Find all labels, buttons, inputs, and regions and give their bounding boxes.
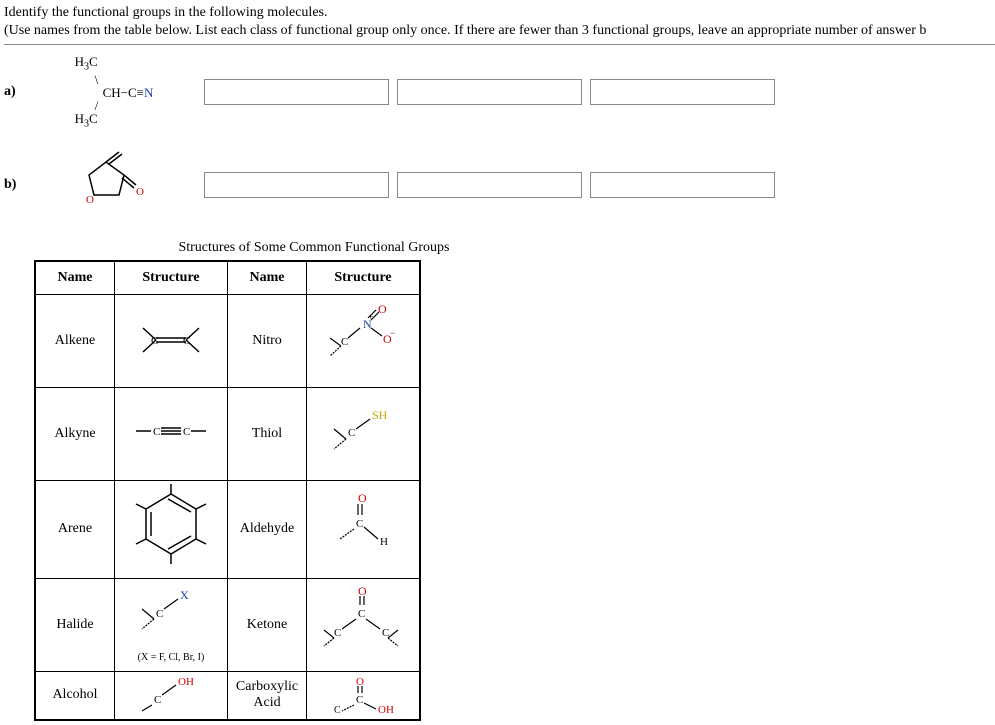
- question-a-label: a): [4, 84, 24, 100]
- divider: [4, 44, 995, 45]
- table-row: Alkene C C Nitro N + O O − C: [35, 294, 420, 387]
- molecule-a: H3C \ CH−C≡N / H3C: [54, 55, 174, 129]
- question-a-inputs: [204, 79, 775, 105]
- struct-aldehyde: C O H: [307, 480, 421, 578]
- struct-arene: [115, 480, 228, 578]
- svg-text:C: C: [334, 627, 341, 639]
- instruction-line2: (Use names from the table below. List ea…: [4, 22, 995, 40]
- cell-aldehyde: Aldehyde: [228, 480, 307, 578]
- svg-text:O: O: [86, 194, 94, 206]
- cell-ketone: Ketone: [228, 578, 307, 671]
- svg-text:C: C: [183, 335, 190, 347]
- svg-text:O: O: [356, 676, 364, 688]
- svg-text:O: O: [378, 302, 387, 316]
- header-name2: Name: [228, 261, 307, 295]
- qb-input-1[interactable]: [204, 172, 389, 198]
- struct-alkyne: C C: [115, 387, 228, 480]
- instructions: Identify the functional groups in the fo…: [4, 4, 995, 40]
- svg-text:C: C: [151, 335, 158, 347]
- svg-text:O: O: [358, 491, 367, 505]
- svg-text:C: C: [348, 427, 355, 439]
- svg-text:H: H: [380, 536, 388, 548]
- svg-text:C: C: [156, 608, 163, 620]
- svg-text:C: C: [183, 426, 190, 438]
- table-caption: Structures of Some Common Functional Gro…: [34, 240, 594, 256]
- header-struct2: Structure: [307, 261, 421, 295]
- qa-input-1[interactable]: [204, 79, 389, 105]
- struct-alkene: C C: [115, 294, 228, 387]
- header-name1: Name: [35, 261, 115, 295]
- struct-thiol: C SH: [307, 387, 421, 480]
- cell-alkene: Alkene: [35, 294, 115, 387]
- instruction-line1: Identify the functional groups in the fo…: [4, 4, 995, 22]
- qb-input-3[interactable]: [590, 172, 775, 198]
- svg-text:C: C: [356, 518, 363, 530]
- svg-text:OH: OH: [378, 704, 394, 713]
- qb-input-2[interactable]: [397, 172, 582, 198]
- cell-thiol: Thiol: [228, 387, 307, 480]
- struct-carboxylic: C O OH C: [307, 671, 421, 720]
- svg-text:O: O: [136, 186, 144, 198]
- header-struct1: Structure: [115, 261, 228, 295]
- functional-groups-table: Name Structure Name Structure Alkene C C…: [34, 260, 421, 721]
- question-b-label: b): [4, 177, 24, 193]
- svg-text:SH: SH: [372, 408, 388, 422]
- svg-text:C: C: [154, 694, 161, 706]
- table-row: Alcohol C OH Carboxylic Acid C O OH C: [35, 671, 420, 720]
- struct-halide: C X (X = F, Cl, Br, I): [115, 578, 228, 671]
- svg-text:C: C: [358, 608, 365, 620]
- molecule-b: O O: [54, 150, 174, 220]
- svg-text:−: −: [390, 328, 395, 338]
- table-row: Alkyne C C Thiol C SH: [35, 387, 420, 480]
- struct-ketone: C O C C: [307, 578, 421, 671]
- cell-alcohol: Alcohol: [35, 671, 115, 720]
- question-b-inputs: [204, 172, 775, 198]
- svg-text:X: X: [180, 588, 189, 602]
- cell-nitro: Nitro: [228, 294, 307, 387]
- struct-nitro: N + O O − C: [307, 294, 421, 387]
- svg-text:C: C: [153, 426, 160, 438]
- cell-arene: Arene: [35, 480, 115, 578]
- struct-alcohol: C OH: [115, 671, 228, 720]
- halide-note: (X = F, Cl, Br, I): [116, 652, 226, 663]
- qa-input-2[interactable]: [397, 79, 582, 105]
- question-b-row: b) O O: [4, 150, 995, 220]
- question-a-row: a) H3C \ CH−C≡N / H3C: [4, 55, 995, 129]
- cell-alkyne: Alkyne: [35, 387, 115, 480]
- cell-carboxylic: Carboxylic Acid: [228, 671, 307, 720]
- table-header-row: Name Structure Name Structure: [35, 261, 420, 295]
- qa-input-3[interactable]: [590, 79, 775, 105]
- svg-text:O: O: [358, 584, 367, 598]
- svg-text:C: C: [356, 694, 363, 706]
- table-row: Halide C X (X = F, Cl, Br, I) Ketone C O…: [35, 578, 420, 671]
- svg-text:OH: OH: [178, 676, 194, 688]
- table-row: Arene Aldehyde C O H: [35, 480, 420, 578]
- svg-text:C: C: [334, 705, 341, 713]
- svg-text:C: C: [341, 336, 348, 348]
- cell-halide: Halide: [35, 578, 115, 671]
